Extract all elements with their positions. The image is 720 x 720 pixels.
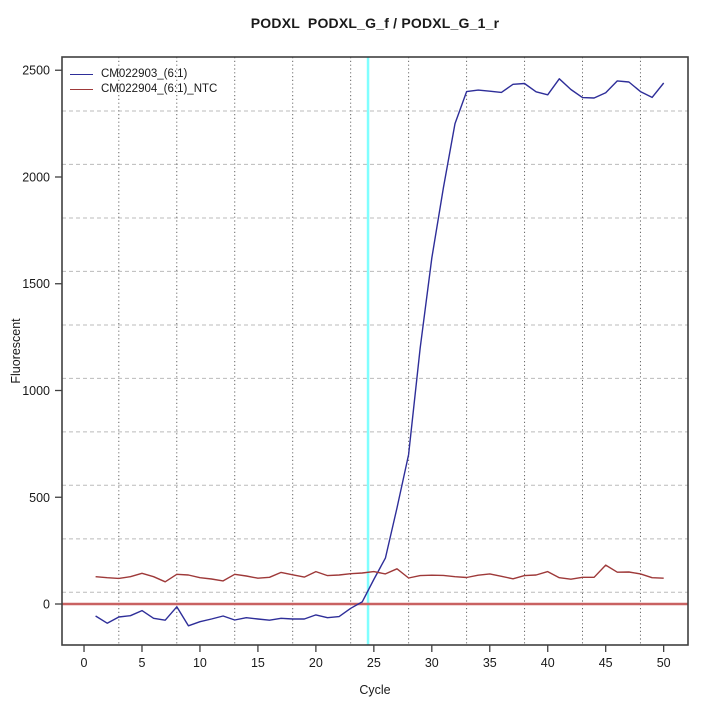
legend: CM022903_(6:1) CM022904_(6:1)_NTC bbox=[70, 67, 217, 97]
y-tick-label: 2000 bbox=[22, 170, 50, 184]
x-tick-label: 0 bbox=[81, 656, 88, 670]
x-axis-label: Cycle bbox=[359, 683, 391, 697]
legend-label-sample: CM022903_(6:1) bbox=[101, 68, 188, 80]
legend-label-ntc: CM022904_(6:1)_NTC bbox=[101, 83, 218, 95]
page-title: PODXL PODXL_G_f / PODXL_G_1_r bbox=[250, 15, 500, 31]
x-tick-label: 25 bbox=[367, 656, 381, 670]
x-tick-label: 20 bbox=[309, 656, 323, 670]
y-tick-label: 0 bbox=[43, 598, 50, 612]
x-tick-label: 40 bbox=[541, 656, 555, 670]
series-curve-0 bbox=[95, 78, 665, 627]
x-tick-label: 5 bbox=[139, 656, 146, 670]
legend-item-ntc: CM022904_(6:1)_NTC bbox=[70, 82, 217, 97]
series-curve-1 bbox=[95, 564, 664, 583]
x-tick-label: 45 bbox=[599, 656, 613, 670]
x-tick-label: 35 bbox=[483, 656, 497, 670]
x-tick-label: 50 bbox=[657, 656, 671, 670]
plot-border bbox=[61, 56, 689, 646]
sample-line-swatch-icon bbox=[70, 74, 93, 75]
x-tick-label: 30 bbox=[425, 656, 439, 670]
ntc-line-swatch-icon bbox=[70, 89, 93, 90]
x-tick-label: 15 bbox=[251, 656, 265, 670]
y-tick-label: 2500 bbox=[22, 64, 50, 78]
y-tick-label: 1000 bbox=[22, 384, 50, 398]
x-tick-label: 10 bbox=[193, 656, 207, 670]
y-tick-label: 1500 bbox=[22, 277, 50, 291]
y-axis-label: Fluorescent bbox=[9, 318, 23, 384]
legend-item-sample: CM022903_(6:1) bbox=[70, 67, 217, 82]
y-tick-label: 500 bbox=[29, 491, 50, 505]
